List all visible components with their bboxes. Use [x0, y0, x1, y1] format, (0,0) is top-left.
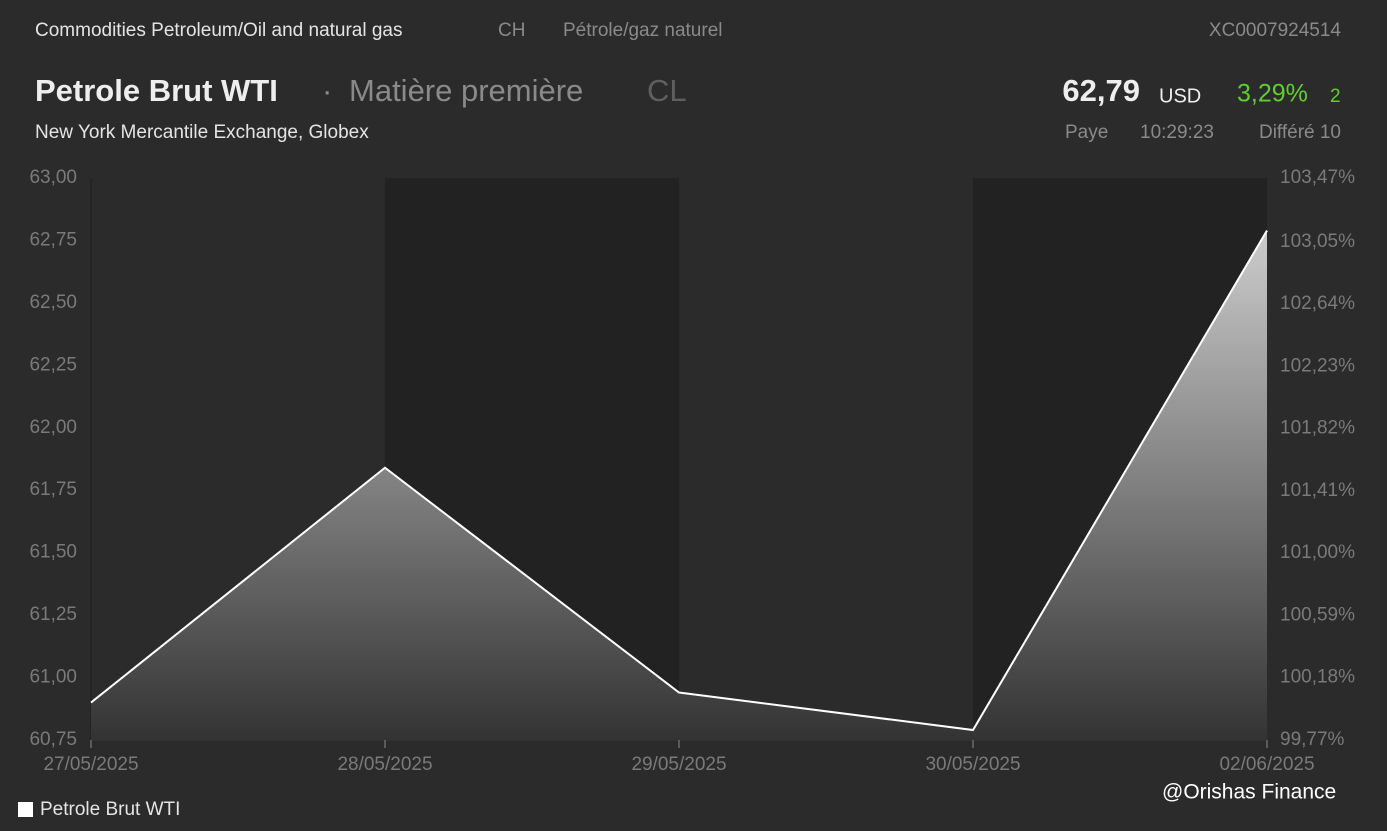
legend-label: Petrole Brut WTI [40, 799, 180, 820]
exchange: New York Mercantile Exchange, Globex [35, 122, 369, 143]
y2-tick-label: 101,00% [1280, 542, 1355, 563]
y-tick-label: 61,75 [29, 479, 77, 500]
x-tick-label: 27/05/2025 [43, 754, 138, 775]
change: 3,29% [1237, 80, 1308, 108]
isin: XC0007924514 [1209, 20, 1341, 41]
y-tick-label: 60,75 [29, 729, 77, 750]
x-tick-label: 30/05/2025 [925, 754, 1020, 775]
y-tick-label: 61,25 [29, 604, 77, 625]
y2-tick-label: 100,18% [1280, 667, 1355, 688]
x-tick-label: 29/05/2025 [631, 754, 726, 775]
time: 10:29:23 [1140, 122, 1214, 143]
instrument-kind: Matière première [349, 73, 583, 108]
separator: · [322, 73, 332, 108]
ticker: CL [647, 73, 687, 108]
y-tick-label: 62,00 [29, 417, 77, 438]
legend-swatch [18, 802, 33, 817]
y2-tick-label: 102,23% [1280, 355, 1355, 376]
chart: 60,75 61,00 61,25 61,50 61,75 62,00 62,25 62,50… [18, 167, 1355, 820]
sector: Pétrole/gaz naturel [563, 20, 723, 41]
price: 62,79 [1062, 73, 1140, 108]
watermark: @Orishas Finance [1162, 781, 1336, 804]
y-tick-label: 62,50 [29, 292, 77, 313]
y2-tick-label: 99,77% [1280, 729, 1345, 750]
status: Paye [1065, 122, 1108, 143]
y2-tick-label: 103,05% [1280, 231, 1355, 252]
y-tick-label: 63,00 [29, 167, 77, 188]
y2-tick-label: 100,59% [1280, 604, 1355, 625]
country: CH [498, 20, 525, 41]
x-tick-label: 02/06/2025 [1219, 754, 1314, 775]
change-extra: 2 [1330, 86, 1341, 107]
line [90, 229, 1268, 732]
y2-tick-label: 101,82% [1280, 418, 1355, 439]
x-tick-label: 28/05/2025 [337, 754, 432, 775]
breadcrumb: Commodities Petroleum/Oil and natural ga… [35, 20, 403, 41]
y2-tick-label: 102,64% [1280, 293, 1355, 314]
instrument-name: Petrole Brut WTI [35, 73, 278, 108]
y2-tick-label: 103,47% [1280, 167, 1355, 188]
y-tick-label: 62,25 [29, 354, 77, 375]
y-tick-label: 62,75 [29, 229, 77, 250]
y-tick-label: 61,50 [29, 542, 77, 563]
delay: Différé 10 [1259, 122, 1341, 143]
area-fill [91, 230, 1267, 740]
y-tick-label: 61,00 [29, 667, 77, 688]
currency: USD [1159, 85, 1201, 107]
y2-tick-label: 101,41% [1280, 480, 1355, 501]
